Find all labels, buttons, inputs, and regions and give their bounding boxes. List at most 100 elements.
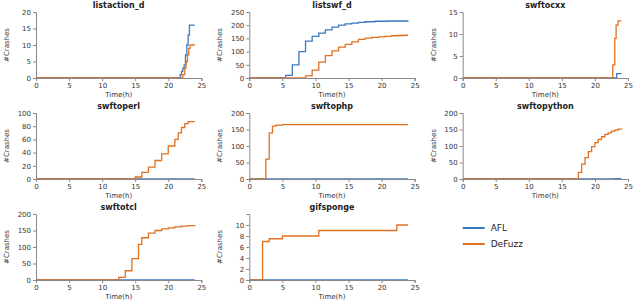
tick-label: 5 xyxy=(67,82,71,90)
tick-label: 0 xyxy=(34,183,38,191)
tick: 15 xyxy=(22,25,36,33)
tick-label: 0 xyxy=(240,176,244,184)
tick: 15 xyxy=(131,78,140,90)
tick-mark xyxy=(246,130,249,131)
y-axis-title: #Crashes xyxy=(3,230,11,264)
tick: 15 xyxy=(345,179,354,191)
y-axis: 05101520 xyxy=(22,9,36,83)
tick-mark xyxy=(282,280,283,283)
tick: 0 xyxy=(27,277,36,285)
tick: 25 xyxy=(624,78,633,90)
axis-line xyxy=(250,281,415,284)
axis-line xyxy=(37,79,202,82)
subplot-title: gifsponge xyxy=(310,203,355,212)
tick-mark xyxy=(496,179,497,182)
axis-line xyxy=(460,114,464,180)
tick-mark xyxy=(33,78,36,79)
tick: 5 xyxy=(281,78,285,90)
tick: 200 xyxy=(444,110,462,118)
tick: 15 xyxy=(558,179,567,191)
axis-line xyxy=(246,114,250,180)
tick-label: 15 xyxy=(449,9,458,17)
tick-mark xyxy=(33,231,36,232)
x-axis-title: Time(h) xyxy=(104,91,132,99)
tick-mark xyxy=(168,280,169,283)
legend-swatch xyxy=(463,243,485,245)
tick: 10 xyxy=(235,222,249,230)
tick-mark xyxy=(33,280,36,281)
y-axis: 050100150200250 xyxy=(231,9,250,83)
tick: 10 xyxy=(449,31,463,39)
tick-label: 5 xyxy=(67,183,71,191)
tick-label: 10 xyxy=(22,42,31,50)
tick-label: 15 xyxy=(131,183,140,191)
tick: 25 xyxy=(411,179,420,191)
tick-label: 0 xyxy=(453,176,457,184)
tick-label: 150 xyxy=(231,126,244,134)
tick-label: 20 xyxy=(378,82,387,90)
y-axis-title: #Crashes xyxy=(3,129,11,163)
tick: 10 xyxy=(312,280,321,292)
tick: 2 xyxy=(240,266,249,274)
tick: 0 xyxy=(27,176,36,184)
tick: 4 xyxy=(240,255,249,263)
tick-mark xyxy=(246,12,249,13)
tick-label: 25 xyxy=(411,82,420,90)
tick-label: 20 xyxy=(22,9,31,17)
tick: 50 xyxy=(22,260,36,268)
tick-mark xyxy=(33,214,36,215)
step-line xyxy=(36,25,195,78)
tick: 0 xyxy=(248,78,252,90)
tick: 150 xyxy=(231,35,249,43)
tick: 0 xyxy=(240,176,249,184)
tick: 0 xyxy=(453,176,462,184)
tick-label: 20 xyxy=(591,183,600,191)
tick-mark xyxy=(460,179,463,180)
tick: 5 xyxy=(494,179,498,191)
tick-mark xyxy=(595,179,596,182)
axis-line xyxy=(460,13,464,79)
tick-label: 20 xyxy=(378,284,387,292)
axis-line xyxy=(33,114,37,180)
tick: 0 xyxy=(248,280,252,292)
tick: 150 xyxy=(18,227,36,235)
tick-label: 60 xyxy=(22,136,31,144)
tick-mark xyxy=(33,12,36,13)
x-axis: 0510152025 xyxy=(34,78,206,90)
y-axis: 050100150200 xyxy=(444,110,463,184)
x-axis-title: Time(h) xyxy=(531,91,559,99)
tick-label: 5 xyxy=(281,183,285,191)
tick: 15 xyxy=(558,78,567,90)
tick: 20 xyxy=(22,9,36,17)
y-axis: 051015 xyxy=(449,9,463,83)
tick-mark xyxy=(33,139,36,140)
tick: 15 xyxy=(345,280,354,292)
tick-mark xyxy=(168,78,169,81)
tick-label: 10 xyxy=(98,82,107,90)
tick-mark xyxy=(460,113,463,114)
tick-label: 200 xyxy=(18,211,31,219)
tick-label: 25 xyxy=(411,284,420,292)
tick-label: 0 xyxy=(461,82,465,90)
chart: 051015202505101520listaction_dTime(h)#Cr… xyxy=(0,0,640,303)
tick-mark xyxy=(201,280,202,283)
tick-label: 20 xyxy=(164,183,173,191)
tick: 6 xyxy=(240,244,249,252)
tick-mark xyxy=(460,146,463,147)
tick: 25 xyxy=(197,78,206,90)
tick-mark xyxy=(33,113,36,114)
tick-label: 200 xyxy=(444,110,457,118)
tick-label: 15 xyxy=(131,82,140,90)
subplot: 0510152025051015swftocxxTime(h)#Crashes xyxy=(430,1,633,99)
tick-label: 2 xyxy=(240,266,244,274)
tick-mark xyxy=(415,78,416,81)
tick: 5 xyxy=(27,58,36,66)
tick-label: 0 xyxy=(34,284,38,292)
tick: 250 xyxy=(231,9,249,17)
tick-mark xyxy=(315,78,316,81)
axis-line xyxy=(463,180,628,183)
tick: 50 xyxy=(235,159,249,167)
tick-mark xyxy=(102,280,103,283)
plot-area xyxy=(36,122,195,179)
tick-label: 10 xyxy=(235,222,244,230)
